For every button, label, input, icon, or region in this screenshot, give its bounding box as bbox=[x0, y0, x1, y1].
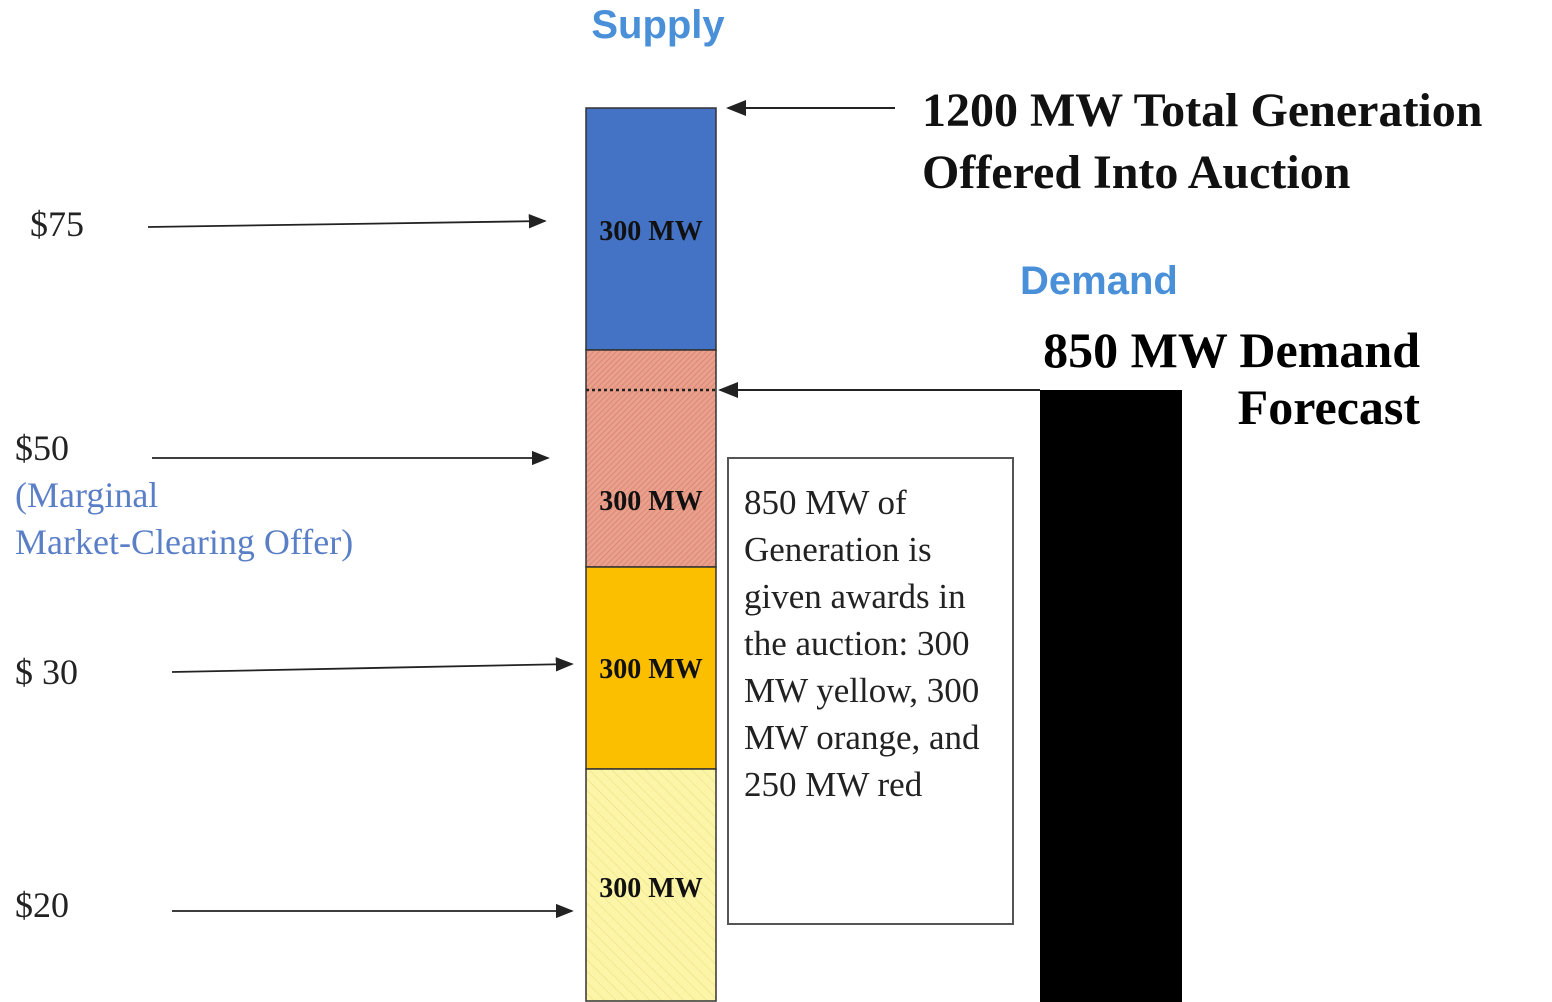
price-label: $50 bbox=[15, 428, 69, 468]
segment-pale bbox=[585, 768, 717, 1002]
price-label: $20 bbox=[15, 885, 69, 925]
segment-salmon bbox=[585, 349, 717, 568]
award-line: MW yellow, 300 bbox=[744, 671, 979, 710]
marginal-note: (Marginal bbox=[15, 475, 158, 515]
marginal-note: Market-Clearing Offer) bbox=[15, 522, 353, 562]
demand-heading: Demand bbox=[1020, 259, 1178, 303]
award-line: 850 MW of bbox=[744, 483, 907, 522]
award-line: Generation is bbox=[744, 530, 932, 569]
award-line: given awards in bbox=[744, 577, 966, 616]
segment-label: 300 MW bbox=[599, 873, 702, 904]
segment-yellow bbox=[585, 566, 717, 770]
arrow bbox=[147, 214, 547, 229]
segment-label: 300 MW bbox=[599, 486, 702, 517]
demand-forecast: Forecast bbox=[1238, 379, 1421, 435]
demand-bar bbox=[1040, 390, 1182, 1002]
award-line: MW orange, and bbox=[744, 718, 980, 757]
segment-label: 300 MW bbox=[599, 654, 702, 685]
segment-label: 300 MW bbox=[599, 216, 702, 247]
award-box bbox=[727, 457, 1014, 925]
award-text: 850 MW of Generation is given awards in … bbox=[744, 483, 980, 804]
segment-blue bbox=[585, 107, 717, 351]
demand-forecast: 850 MW Demand bbox=[1043, 322, 1420, 378]
total-generation: Offered Into Auction bbox=[922, 146, 1350, 199]
award-line: 250 MW red bbox=[744, 765, 923, 804]
price-label: $75 bbox=[30, 204, 84, 244]
price-label: $ 30 bbox=[15, 652, 78, 692]
supply-heading: Supply bbox=[591, 3, 725, 47]
award-line: the auction: 300 bbox=[744, 624, 970, 663]
arrow bbox=[171, 657, 574, 673]
total-generation: 1200 MW Total Generation bbox=[922, 84, 1482, 137]
